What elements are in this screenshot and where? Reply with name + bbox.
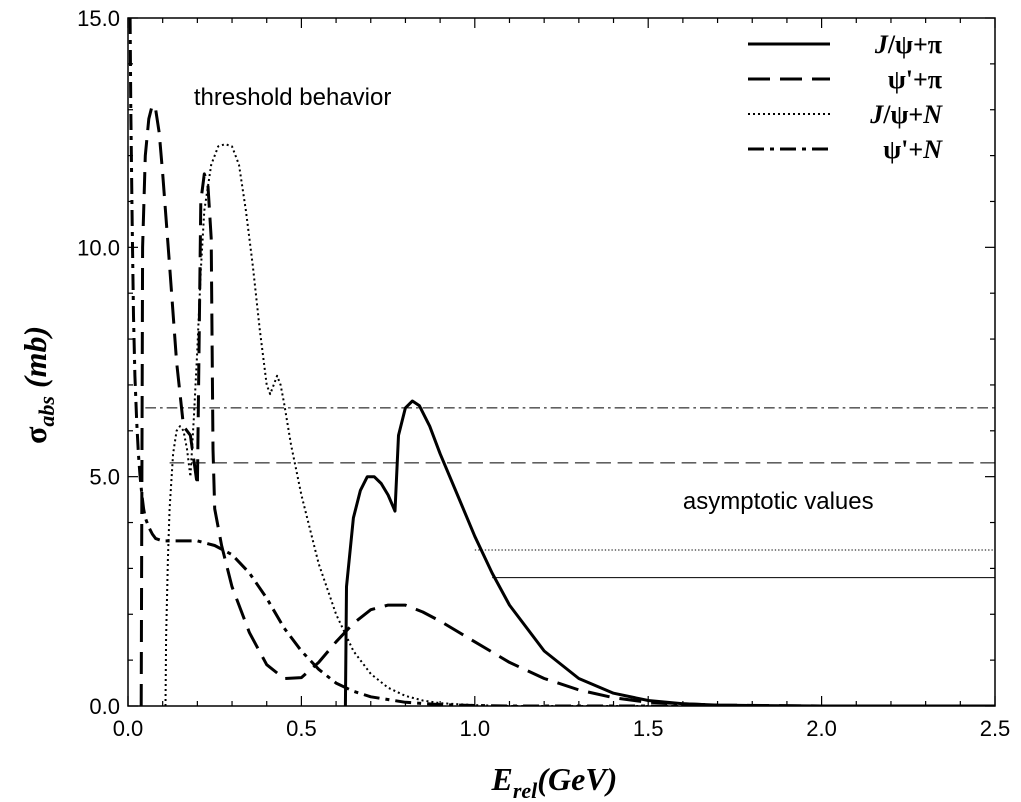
series-line (164, 143, 995, 706)
x-tick-label: 2.5 (980, 716, 1011, 741)
legend-label: J/ψ+π (874, 30, 942, 59)
legend: J/ψ+π ψ'+π J/ψ+N ψ'+N (748, 30, 943, 164)
series-line (343, 399, 995, 706)
x-axis-title: Erel(GeV) (491, 761, 618, 802)
legend-label: ψ'+π (888, 65, 942, 94)
plot-frame (127, 17, 996, 707)
annotation-text: threshold behavior (194, 84, 391, 111)
asymptote-lines (145, 407, 995, 579)
y-tick-label: 5.0 (89, 465, 120, 490)
plot-series (128, 18, 995, 706)
x-tick-label: 0.5 (286, 716, 317, 741)
legend-label: J/ψ+N (869, 100, 943, 129)
axis-ticks (127, 17, 996, 707)
axis-titles: Erel(GeV) σabs (mb) (17, 326, 617, 802)
y-axis-title: σabs (mb) (17, 326, 59, 444)
x-tick-label: 1.5 (633, 716, 664, 741)
x-tick-label: 0.0 (113, 716, 144, 741)
y-tick-label: 15.0 (77, 6, 120, 31)
x-tick-label: 1.0 (460, 716, 491, 741)
tick-labels: 0.0 0.5 1.0 1.5 2.0 2.5 0.0 5.0 10.0 15.0 (77, 6, 1010, 741)
x-tick-label: 2.0 (806, 716, 837, 741)
annotation-text: asymptotic values (683, 488, 874, 515)
annotations: threshold behavior asymptotic values (194, 84, 874, 515)
series-line (128, 18, 995, 706)
y-tick-label: 10.0 (77, 235, 120, 260)
y-tick-label: 0.0 (89, 694, 120, 719)
series-line (139, 103, 995, 706)
legend-label: ψ'+N (883, 135, 943, 164)
